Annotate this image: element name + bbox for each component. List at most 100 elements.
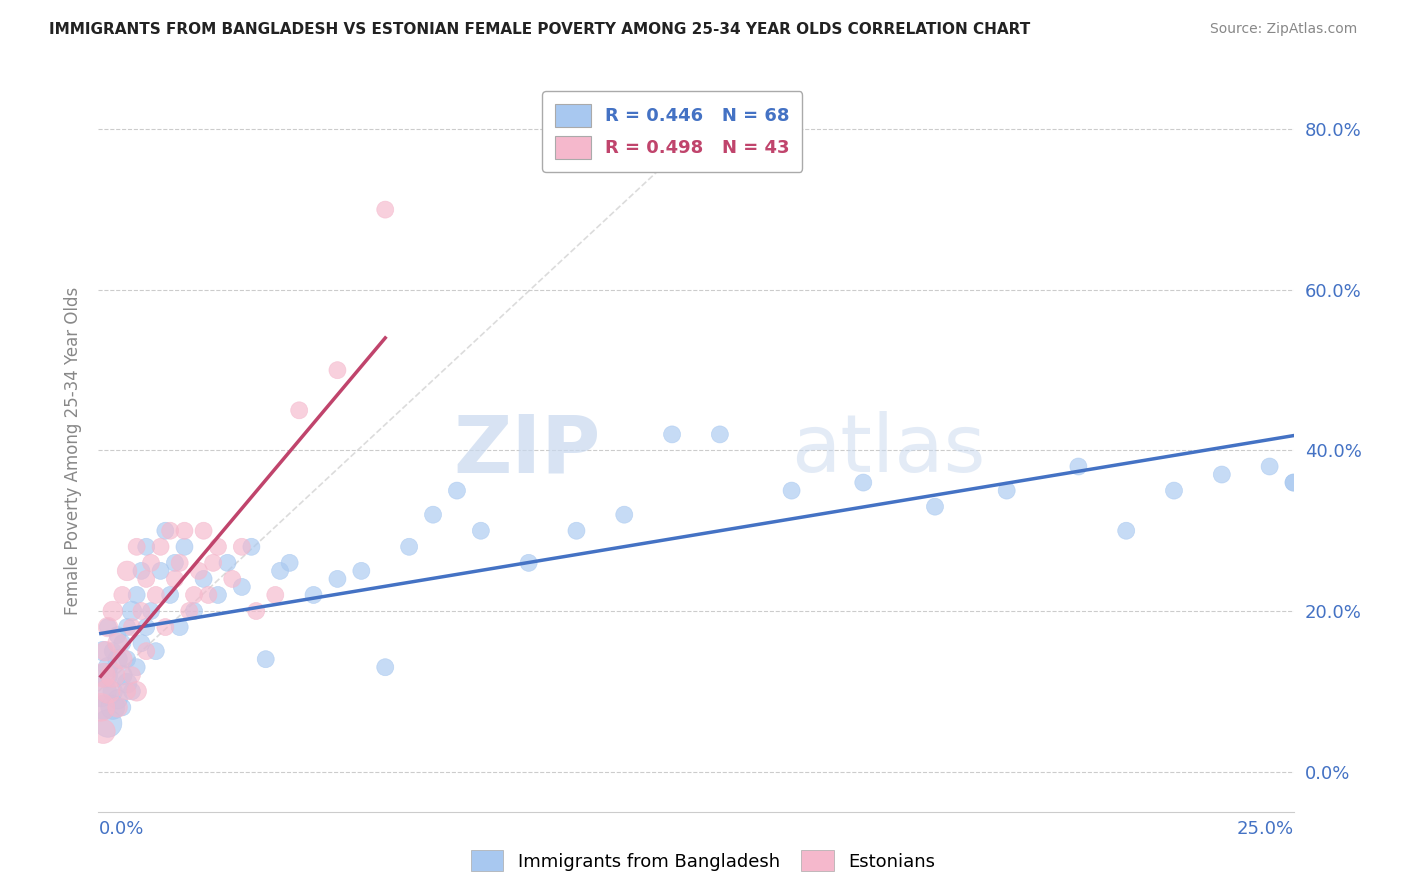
Point	[94, 668, 117, 682]
Point	[131, 636, 153, 650]
Text: IMMIGRANTS FROM BANGLADESH VS ESTONIAN FEMALE POVERTY AMONG 25-34 YEAR OLDS CORR: IMMIGRANTS FROM BANGLADESH VS ESTONIAN F…	[49, 22, 1031, 37]
Point	[145, 644, 167, 658]
Point	[131, 604, 153, 618]
Point	[111, 636, 134, 650]
Point	[111, 668, 134, 682]
Point	[1115, 524, 1137, 538]
Point	[159, 588, 181, 602]
Point	[111, 652, 134, 666]
Text: 25.0%: 25.0%	[1236, 820, 1294, 838]
Point	[193, 524, 215, 538]
Point	[115, 684, 138, 698]
Point	[97, 660, 120, 674]
Point	[135, 620, 157, 634]
Point	[187, 564, 209, 578]
Point	[613, 508, 636, 522]
Point	[173, 524, 195, 538]
Point	[139, 604, 162, 618]
Point	[139, 556, 162, 570]
Point	[780, 483, 803, 498]
Point	[374, 660, 396, 674]
Point	[115, 652, 138, 666]
Point	[97, 684, 120, 698]
Point	[995, 483, 1018, 498]
Point	[115, 564, 138, 578]
Point	[374, 202, 396, 217]
Text: ZIP: ZIP	[453, 411, 600, 490]
Point	[159, 524, 181, 538]
Point	[169, 556, 191, 570]
Point	[90, 700, 112, 714]
Point	[131, 564, 153, 578]
Point	[924, 500, 946, 514]
Point	[91, 668, 114, 682]
Point	[125, 660, 148, 674]
Point	[245, 604, 267, 618]
Point	[101, 604, 124, 618]
Point	[217, 556, 239, 570]
Point	[852, 475, 875, 490]
Point	[107, 652, 129, 666]
Point	[91, 644, 114, 658]
Point	[207, 540, 229, 554]
Point	[97, 716, 120, 731]
Point	[173, 540, 195, 554]
Point	[326, 363, 349, 377]
Point	[163, 556, 186, 570]
Point	[240, 540, 263, 554]
Point	[135, 540, 157, 554]
Point	[661, 427, 683, 442]
Point	[517, 556, 540, 570]
Y-axis label: Female Poverty Among 25-34 Year Olds: Female Poverty Among 25-34 Year Olds	[63, 286, 82, 615]
Point	[91, 700, 114, 714]
Legend: R = 0.446   N = 68, R = 0.498   N = 43: R = 0.446 N = 68, R = 0.498 N = 43	[541, 91, 803, 172]
Point	[1282, 475, 1305, 490]
Point	[446, 483, 468, 498]
Point	[288, 403, 311, 417]
Text: Source: ZipAtlas.com: Source: ZipAtlas.com	[1209, 22, 1357, 37]
Point	[111, 588, 134, 602]
Point	[155, 620, 177, 634]
Point	[135, 644, 157, 658]
Point	[115, 620, 138, 634]
Point	[179, 604, 201, 618]
Point	[149, 564, 172, 578]
Point	[302, 588, 325, 602]
Point	[125, 684, 148, 698]
Point	[101, 700, 124, 714]
Point	[149, 540, 172, 554]
Point	[163, 572, 186, 586]
Point	[1282, 475, 1305, 490]
Point	[278, 556, 301, 570]
Point	[107, 692, 129, 706]
Point	[121, 668, 143, 682]
Point	[101, 684, 124, 698]
Point	[1067, 459, 1090, 474]
Point	[94, 644, 117, 658]
Point	[155, 524, 177, 538]
Point	[125, 540, 148, 554]
Point	[183, 604, 205, 618]
Point	[169, 620, 191, 634]
Point	[264, 588, 287, 602]
Point	[1163, 483, 1185, 498]
Point	[709, 427, 731, 442]
Point	[121, 604, 143, 618]
Text: atlas: atlas	[792, 411, 986, 490]
Text: 0.0%: 0.0%	[98, 820, 143, 838]
Point	[107, 628, 129, 642]
Point	[91, 724, 114, 739]
Point	[565, 524, 588, 538]
Point	[121, 684, 143, 698]
Point	[197, 588, 219, 602]
Point	[202, 556, 225, 570]
Legend: Immigrants from Bangladesh, Estonians: Immigrants from Bangladesh, Estonians	[464, 843, 942, 879]
Point	[398, 540, 420, 554]
Point	[350, 564, 373, 578]
Point	[1211, 467, 1233, 482]
Point	[193, 572, 215, 586]
Point	[101, 668, 124, 682]
Point	[422, 508, 444, 522]
Point	[326, 572, 349, 586]
Point	[115, 676, 138, 690]
